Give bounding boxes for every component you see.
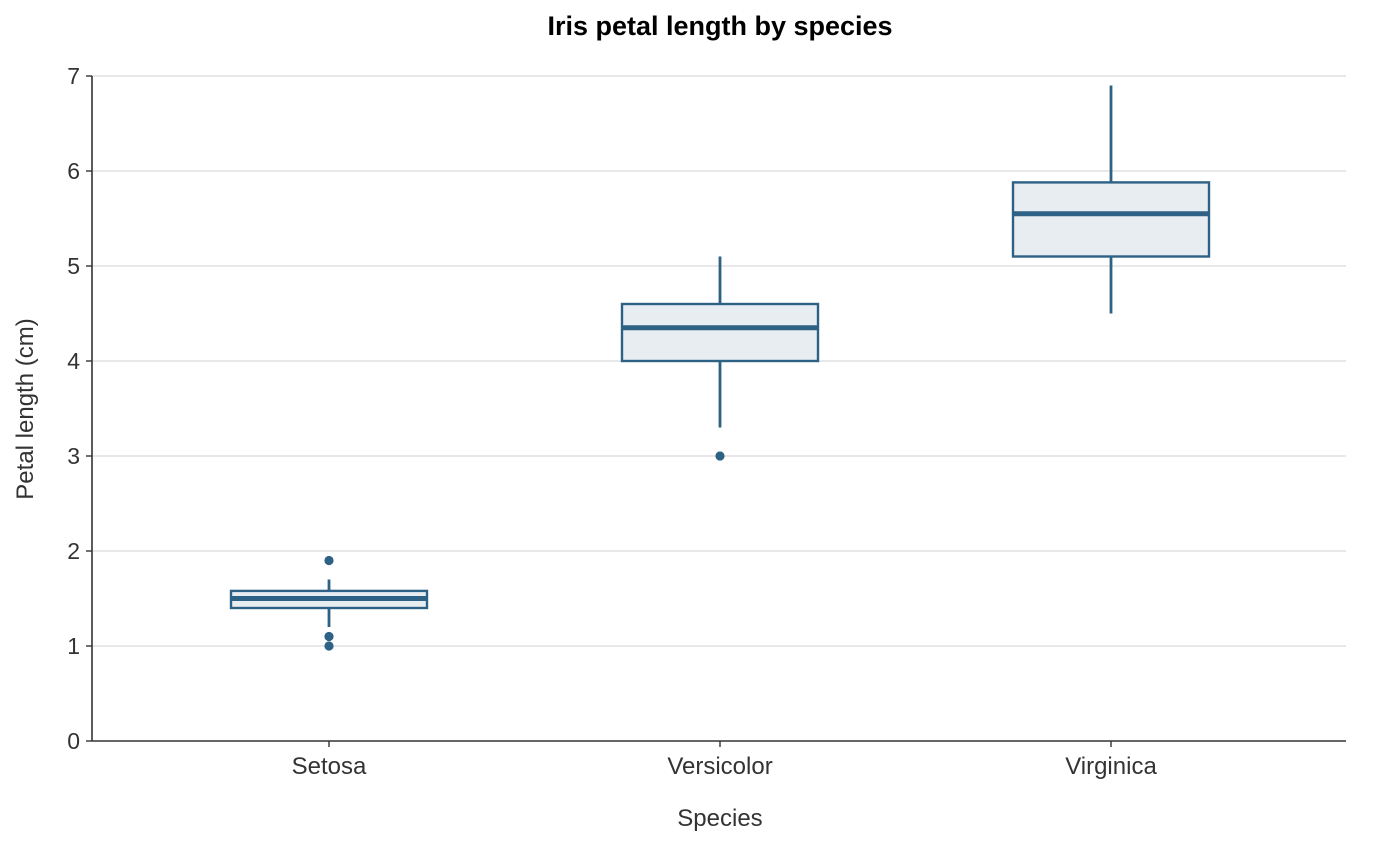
y-axis-label: Petal length (cm) bbox=[12, 318, 39, 499]
outlier-point bbox=[324, 632, 333, 641]
box-setosa bbox=[231, 556, 427, 651]
y-tick-label: 5 bbox=[67, 253, 80, 279]
box-versicolor bbox=[622, 257, 818, 461]
box-layer bbox=[231, 86, 1209, 651]
outlier-point bbox=[324, 556, 333, 565]
y-tick-label: 6 bbox=[67, 158, 80, 184]
outlier-point bbox=[715, 451, 724, 460]
x-tick-label: Versicolor bbox=[667, 753, 772, 780]
chart-title: Iris petal length by species bbox=[547, 11, 892, 41]
y-tick-label: 1 bbox=[67, 633, 80, 659]
y-tick-label: 3 bbox=[67, 443, 80, 469]
y-tick-label: 2 bbox=[67, 538, 80, 564]
y-tick-label: 4 bbox=[67, 348, 80, 374]
box-virginica bbox=[1013, 86, 1209, 314]
x-tick-label: Setosa bbox=[292, 753, 367, 780]
x-axis-label: Species bbox=[677, 805, 762, 832]
x-tick-label: Virginica bbox=[1065, 753, 1157, 780]
iqr-box bbox=[1013, 182, 1209, 256]
iqr-box bbox=[622, 304, 818, 361]
outlier-point bbox=[324, 641, 333, 650]
y-tick-label: 7 bbox=[67, 63, 80, 89]
y-tick-label: 0 bbox=[67, 728, 80, 754]
